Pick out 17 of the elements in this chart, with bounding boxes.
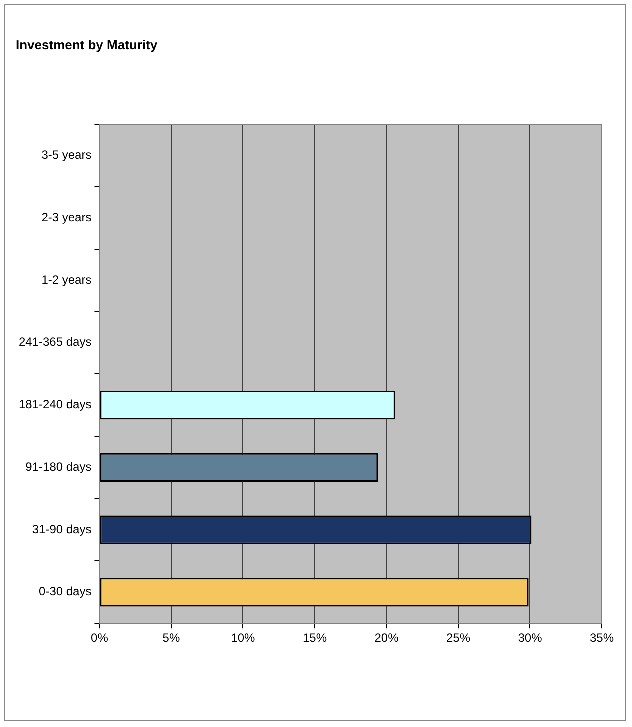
chart-title: Investment by Maturity [16,37,158,52]
x-tick-label: 5% [162,631,180,646]
x-tick-label: 0% [91,631,109,646]
y-tick-label: 241-365 days [18,335,92,350]
x-tick-label: 15% [302,631,328,646]
y-tick-label: 91-180 days [26,460,92,474]
y-tick-label: 0-30 days [39,584,92,599]
x-tick-label: 25% [446,631,471,646]
y-tick-label: 3-5 years [42,148,92,162]
y-tick-label: 2-3 years [42,210,92,224]
y-tick-label: 31-90 days [32,522,92,536]
x-tick-label: 35% [590,631,614,646]
x-tick-label: 10% [231,631,256,646]
y-tick-label: 1-2 years [42,272,92,287]
x-tick-label: 20% [374,631,400,646]
y-tick-label: 181-240 days [18,398,92,412]
x-tick-label: 30% [518,631,543,646]
